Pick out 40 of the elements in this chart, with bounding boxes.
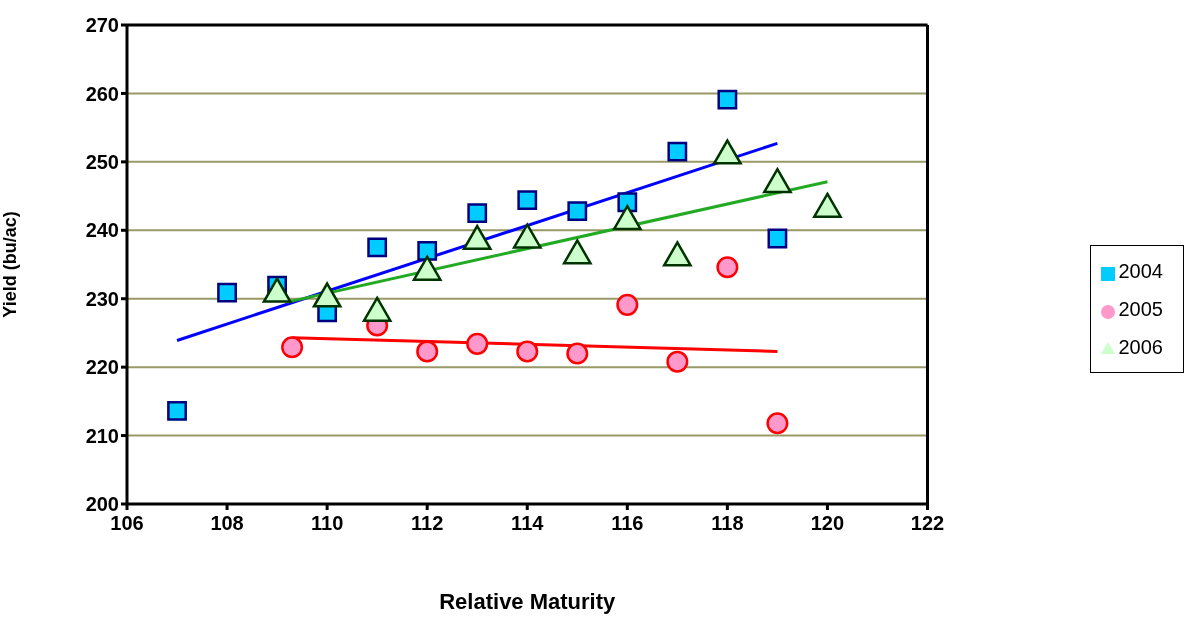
point xyxy=(567,201,588,222)
y-tick-label: 270 xyxy=(85,14,119,37)
legend-label: 2005 xyxy=(1118,297,1163,320)
y-tick-label: 250 xyxy=(85,150,119,173)
point xyxy=(516,340,539,363)
x-tick-label: 120 xyxy=(810,512,845,535)
x-tick-label: 108 xyxy=(210,512,244,535)
y-tick-label: 260 xyxy=(85,82,119,105)
x-tick-label: 110 xyxy=(310,512,344,535)
x-tick-label: 112 xyxy=(411,512,444,535)
point xyxy=(616,293,639,316)
point xyxy=(367,237,388,258)
point xyxy=(766,412,789,435)
point xyxy=(217,282,237,303)
point xyxy=(667,141,688,162)
y-tick-label: 240 xyxy=(85,219,119,242)
x-tick-label: 116 xyxy=(611,512,644,535)
y-tick-label: 210 xyxy=(85,424,119,447)
x-axis-title: Relative Maturity xyxy=(439,589,617,614)
y-axis-title: Yield (bu/ac) xyxy=(0,211,21,318)
point xyxy=(767,228,788,249)
point xyxy=(167,401,187,421)
x-tick-label: 122 xyxy=(910,512,945,535)
x-tick-label: 114 xyxy=(511,512,545,535)
point xyxy=(717,89,738,110)
legend-label: 2004 xyxy=(1118,259,1163,282)
point xyxy=(466,332,489,355)
point xyxy=(416,340,439,363)
point xyxy=(417,240,438,261)
legend-label: 2006 xyxy=(1118,335,1163,358)
y-tick-label: 220 xyxy=(85,356,119,379)
point xyxy=(617,192,638,213)
point xyxy=(666,350,689,373)
y-tick-label: 230 xyxy=(85,287,119,310)
point xyxy=(281,336,304,359)
point xyxy=(716,256,739,279)
x-tick-label: 118 xyxy=(711,512,744,535)
point xyxy=(467,203,488,224)
point xyxy=(517,190,538,211)
point xyxy=(566,342,589,365)
